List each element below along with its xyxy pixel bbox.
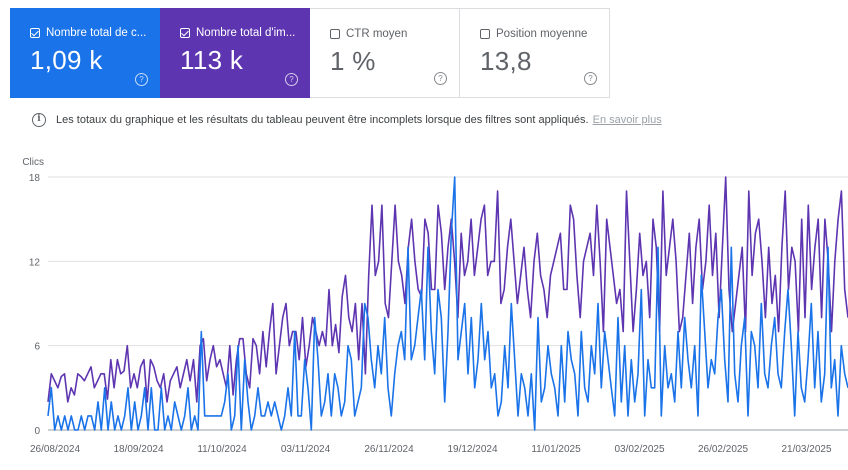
checkbox-icon[interactable] [330, 29, 340, 39]
x-tick-label: 18/09/2024 [113, 444, 163, 455]
metric-label: Nombre total de c... [46, 27, 147, 39]
checkbox-icon[interactable] [480, 29, 490, 39]
x-axis: 26/08/2024 18/09/2024 11/10/2024 03/11/2024… [30, 444, 832, 455]
y-tick-label: 0 [34, 426, 40, 437]
y-axis-label: Clics [22, 157, 44, 168]
learn-more-link[interactable]: En savoir plus [592, 114, 662, 126]
chart-lines [47, 176, 848, 431]
x-tick-label: 26/11/2024 [364, 444, 414, 455]
y-axis: 0 6 12 18 Clics [22, 157, 44, 437]
metric-card-ctr[interactable]: CTR moyen 1 % ? [310, 8, 460, 98]
help-icon[interactable]: ? [285, 73, 298, 86]
metric-header: Nombre total de c... [30, 27, 150, 39]
metric-value: 13,8 [480, 46, 532, 76]
metric-card-clicks[interactable]: Nombre total de c... 1,09 k ? [10, 8, 160, 98]
clicks-series-line [47, 176, 848, 431]
y-tick-label: 12 [29, 257, 41, 268]
metric-card-impressions[interactable]: Nombre total d'im... 113 k ? [160, 8, 310, 98]
help-icon[interactable]: ? [584, 72, 597, 85]
info-icon: i [32, 113, 46, 127]
x-tick-label: 26/02/2025 [698, 444, 748, 455]
x-tick-label: 26/08/2024 [30, 444, 80, 455]
performance-chart: 0 6 12 18 Clics 26/08/2024 18/09/2024 11/10/20… [22, 157, 848, 455]
metric-header: Position moyenne [480, 28, 600, 40]
filter-notice: i Les totaux du graphique et les résulta… [32, 113, 662, 127]
metric-value: 1,09 k [30, 45, 103, 75]
metric-card-position[interactable]: Position moyenne 13,8 ? [460, 8, 610, 98]
x-tick-label: 21/03/2025 [781, 444, 831, 455]
metric-header: CTR moyen [330, 28, 450, 40]
metric-label: CTR moyen [346, 28, 408, 40]
impressions-series-line [47, 176, 848, 403]
checkbox-icon[interactable] [180, 28, 190, 38]
metric-value: 1 % [330, 46, 376, 76]
y-tick-label: 18 [29, 173, 41, 184]
metric-value: 113 k [180, 45, 244, 75]
metric-header: Nombre total d'im... [180, 27, 300, 39]
help-icon[interactable]: ? [434, 72, 447, 85]
checkbox-icon[interactable] [30, 28, 40, 38]
x-tick-label: 11/10/2024 [197, 444, 247, 455]
x-tick-label: 03/11/2024 [281, 444, 331, 455]
help-icon[interactable]: ? [135, 73, 148, 86]
x-tick-label: 11/01/2025 [531, 444, 581, 455]
x-tick-label: 19/12/2024 [447, 444, 497, 455]
metric-label: Nombre total d'im... [196, 27, 296, 39]
y-tick-label: 6 [34, 342, 40, 353]
x-tick-label: 03/02/2025 [614, 444, 664, 455]
metric-label: Position moyenne [496, 28, 588, 40]
notice-text: Les totaux du graphique et les résultats… [56, 114, 589, 126]
